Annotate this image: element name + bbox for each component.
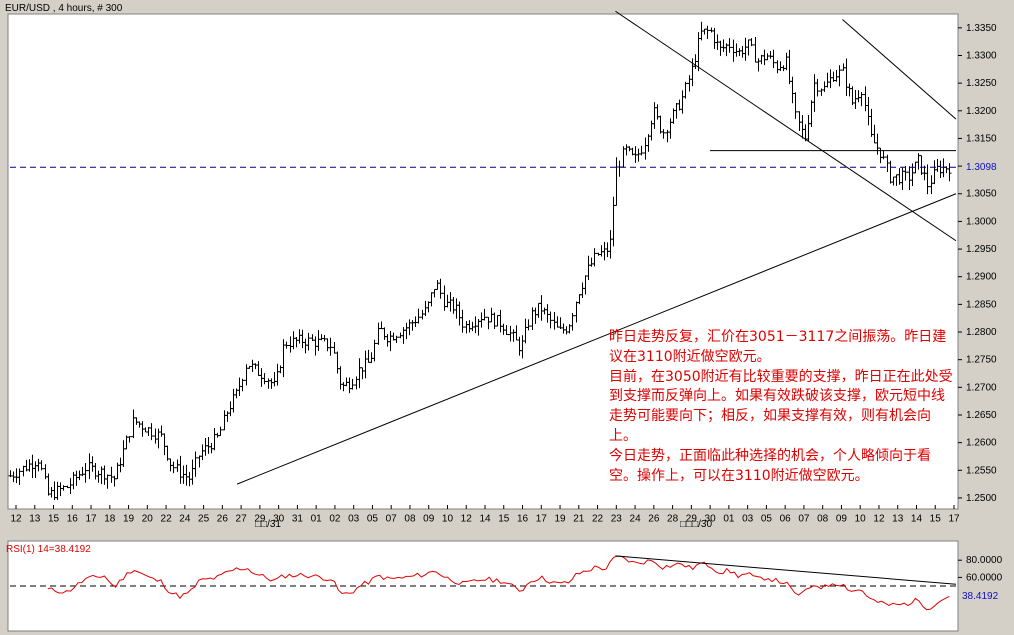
time-tick-label: 13 — [892, 513, 904, 524]
time-tick-label: 26 — [648, 513, 660, 524]
analysis-annotation: 昨日走势反复，汇价在3051－3117之间振荡。昨日建议在3110附近做空欧元。… — [609, 328, 954, 486]
time-tick-label: 07 — [386, 513, 398, 524]
time-tick-label: 22 — [592, 513, 604, 524]
price-tick-label: 1.3000 — [966, 216, 997, 227]
price-bars — [8, 21, 952, 500]
time-tick-label: 24 — [630, 513, 642, 524]
price-tick-label: 1.2800 — [966, 327, 997, 338]
price-tick-label: 1.2550 — [966, 465, 997, 476]
time-tick-label: 30 — [705, 513, 717, 524]
time-tick-label: 21 — [573, 513, 585, 524]
time-tick-label: 09 — [423, 513, 435, 524]
time-tick-label: 29 — [686, 513, 698, 524]
rsi-axis: 80.0000 60.0000 — [958, 555, 1003, 583]
price-tick-label: 1.2600 — [966, 438, 997, 449]
time-tick-label: 16 — [517, 513, 529, 524]
time-tick-label: 29 — [254, 513, 266, 524]
time-tick-label: 02 — [329, 513, 341, 524]
time-tick-label: 03 — [742, 513, 754, 524]
time-tick-label: 12 — [873, 513, 885, 524]
time-tick-label: 08 — [817, 513, 829, 524]
time-tick-label: 19 — [123, 513, 135, 524]
trendline-support — [236, 193, 957, 485]
time-tick-label: 17 — [948, 513, 960, 524]
current-price-label: 1.3098 — [966, 162, 997, 173]
time-tick-label: 26 — [217, 513, 229, 524]
rsi-tick-label: 60.0000 — [966, 572, 1003, 583]
price-tick-label: 1.2750 — [966, 355, 997, 366]
time-tick-label: 17 — [85, 513, 97, 524]
price-axis: 1.33501.33001.32501.32001.31501.31001.30… — [958, 23, 997, 504]
time-tick-label: 15 — [498, 513, 510, 524]
price-tick-label: 1.2850 — [966, 299, 997, 310]
time-tick-label: 03 — [348, 513, 360, 524]
time-tick-label: 12 — [461, 513, 473, 524]
time-tick-label: 22 — [161, 513, 173, 524]
time-tick-label: 14 — [911, 513, 923, 524]
price-tick-label: 1.3350 — [966, 23, 997, 34]
time-tick-label: 17 — [536, 513, 548, 524]
time-tick-label: 18 — [104, 513, 116, 524]
rsi-title: RSI(1) 14=38.4192 — [6, 544, 91, 555]
time-tick-label: 01 — [723, 513, 735, 524]
time-tick-label: 31 — [292, 513, 304, 524]
price-tick-label: 1.3200 — [966, 106, 997, 117]
time-tick-label: 10 — [442, 513, 454, 524]
price-tick-label: 1.2950 — [966, 244, 997, 255]
time-tick-label: 15 — [930, 513, 942, 524]
time-tick-label: 12 — [10, 513, 22, 524]
period-label-2: □□□/30 — [680, 519, 712, 530]
trendline-upper-channel — [615, 10, 957, 242]
trendline-resistance-short — [842, 19, 957, 120]
time-tick-label: 09 — [836, 513, 848, 524]
time-tick-label: 15 — [48, 513, 60, 524]
time-tick-label: 16 — [67, 513, 79, 524]
annotation-paragraph-3: 今日走势，正面临此种选择的机会，个人略倾向于看空。操作上，可以在3110附近做空… — [609, 447, 931, 484]
price-tick-label: 1.2500 — [966, 493, 997, 504]
price-tick-label: 1.3250 — [966, 78, 997, 89]
time-tick-label: 13 — [29, 513, 41, 524]
time-tick-label: 30 — [273, 513, 285, 524]
trend-lines — [236, 10, 957, 485]
period-label-1: □□/31 — [255, 519, 281, 530]
time-tick-label: 23 — [611, 513, 623, 524]
price-tick-label: 1.2900 — [966, 272, 997, 283]
price-tick-label: 1.3150 — [966, 133, 997, 144]
rsi-current-label: 38.4192 — [962, 591, 999, 602]
price-tick-label: 1.2650 — [966, 410, 997, 421]
time-axis: 12 13 15 16 17 18 19 20 22 24 25 26 27 29 30 31 01 02 03 05… — [10, 505, 960, 524]
rsi-tick-label: 80.0000 — [966, 555, 1003, 566]
price-tick-label: 1.3050 — [966, 189, 997, 200]
time-tick-label: 06 — [780, 513, 792, 524]
time-tick-label: 01 — [311, 513, 323, 524]
time-tick-label: 28 — [667, 513, 679, 524]
rsi-trendline — [615, 555, 957, 585]
annotation-paragraph-2: 目前，在3050附近有比较重要的支撑，昨日正在此处受到支撑而反弹向上。如果有效跌… — [609, 368, 953, 444]
time-tick-label: 05 — [761, 513, 773, 524]
time-tick-label: 25 — [198, 513, 210, 524]
time-tick-label: 08 — [404, 513, 416, 524]
price-tick-label: 1.2700 — [966, 382, 997, 393]
time-tick-label: 10 — [855, 513, 867, 524]
chart-title: EUR/USD , 4 hours, # 300 — [5, 3, 123, 14]
price-tick-label: 1.3300 — [966, 50, 997, 61]
time-tick-label: 20 — [142, 513, 154, 524]
time-tick-label: 14 — [479, 513, 491, 524]
time-tick-label: 05 — [367, 513, 379, 524]
annotation-paragraph-1: 昨日走势反复，汇价在3051－3117之间振荡。昨日建议在3110附近做空欧元。 — [609, 329, 947, 365]
rsi-series-line — [47, 555, 950, 611]
time-tick-label: 27 — [236, 513, 248, 524]
price-panel — [7, 13, 959, 510]
time-tick-label: 24 — [179, 513, 191, 524]
time-tick-label: 07 — [798, 513, 810, 524]
time-tick-label: 19 — [554, 513, 566, 524]
